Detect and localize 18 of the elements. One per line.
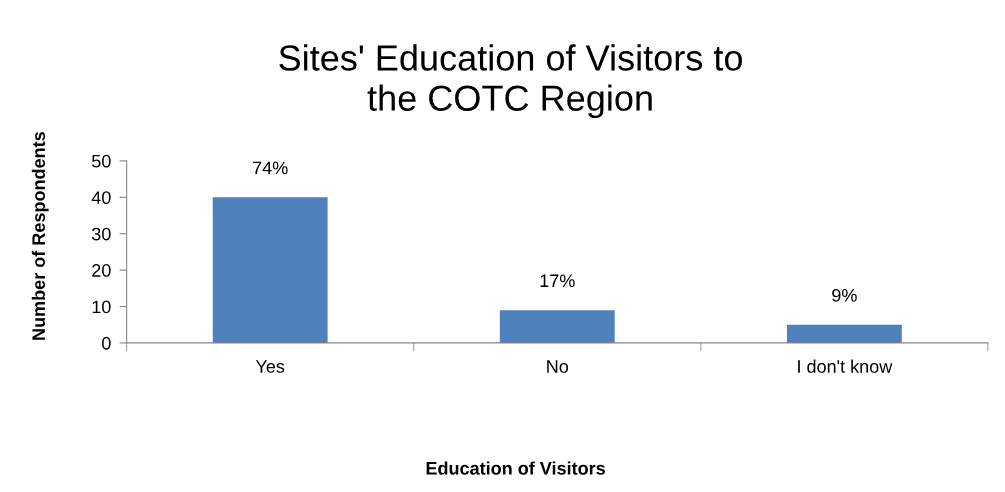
x-tick-label: Yes	[255, 360, 285, 373]
bar	[499, 310, 615, 343]
x-tick-label: No	[547, 360, 569, 373]
y-tick-label: 20	[92, 264, 111, 277]
x-axis-title: Education of Visitors	[426, 461, 605, 475]
y-tick-label: 0	[102, 336, 111, 350]
y-tick-label: 10	[92, 300, 111, 314]
bar	[786, 324, 902, 343]
y-tick-label: 30	[91, 227, 111, 241]
y-axis-title: Number of Respondents	[31, 132, 49, 340]
bar	[212, 197, 328, 343]
x-tick-label: I don't know	[798, 359, 893, 373]
chart-title: Sites' Education of Visitors to the COTC Region	[279, 44, 742, 119]
annotation: 17%	[540, 274, 575, 288]
y-tick-label: 50	[91, 154, 111, 168]
annotation: 9%	[832, 288, 857, 302]
annotation: 74%	[253, 161, 288, 175]
y-tick-label: 40	[91, 191, 111, 205]
